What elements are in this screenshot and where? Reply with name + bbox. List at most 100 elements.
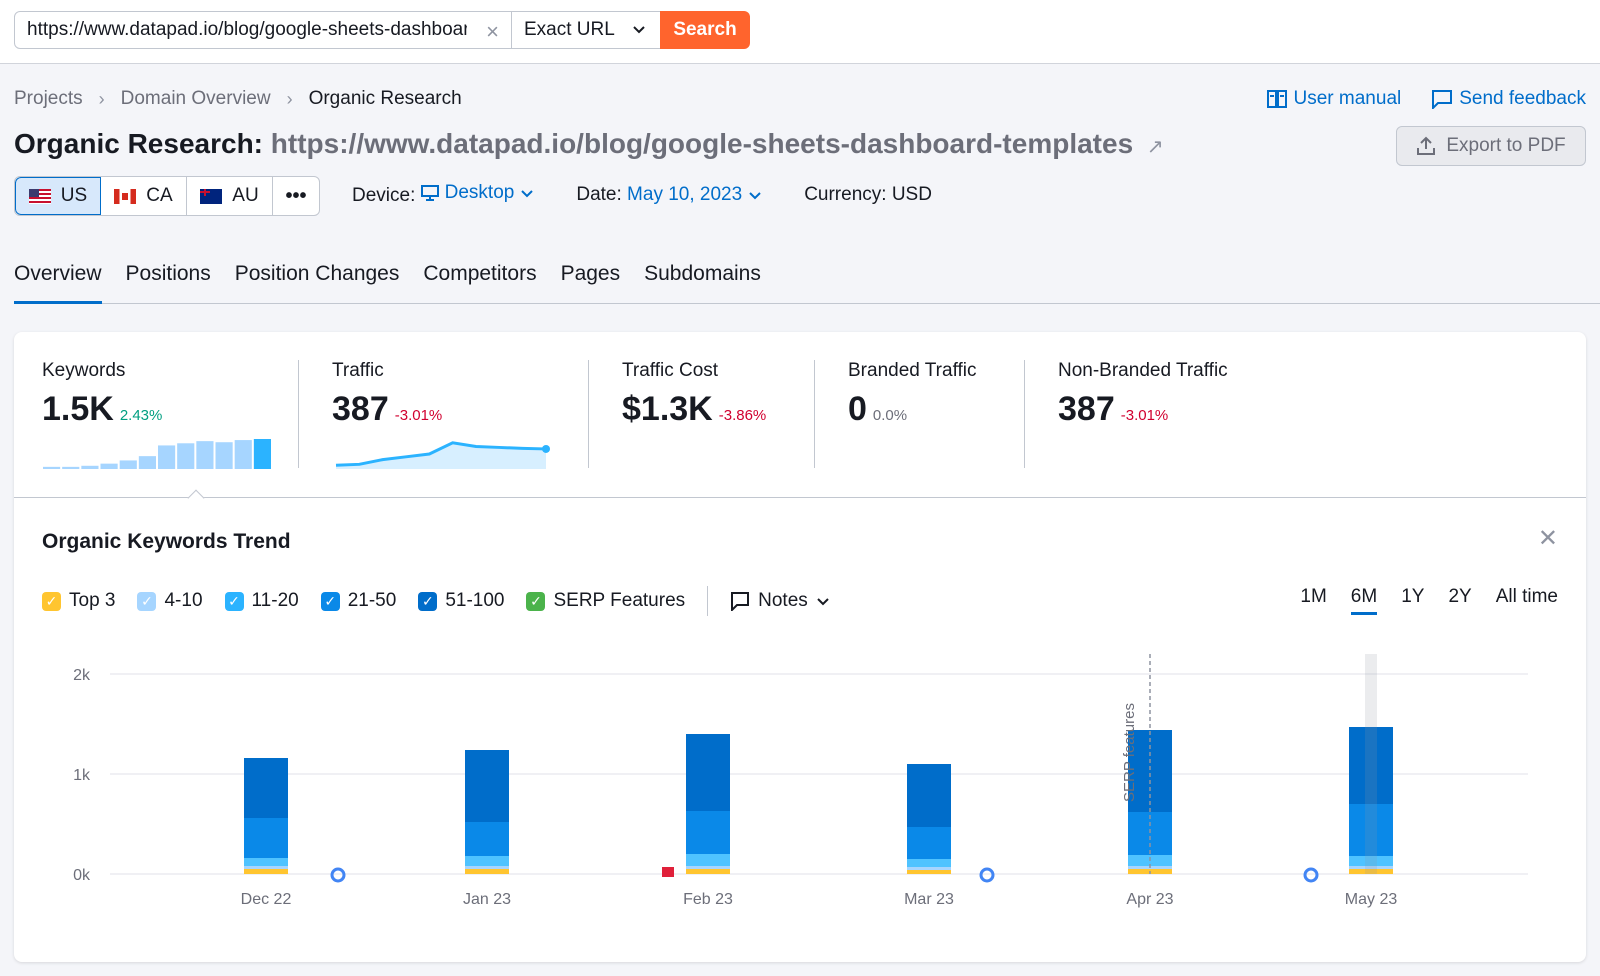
search-button[interactable]: Search	[660, 11, 750, 49]
bar-segment[interactable]	[1349, 866, 1393, 869]
user-manual-label: User manual	[1293, 88, 1402, 109]
match-mode-select[interactable]: Exact URL	[511, 11, 661, 49]
metric-branded-traffic[interactable]: Branded Traffic 0 0.0%	[848, 360, 977, 429]
legend-4-10[interactable]: ✓ 4-10	[137, 590, 203, 612]
db-us-label: US	[60, 185, 88, 206]
metric-traffic[interactable]: Traffic 387 -3.01%	[332, 360, 562, 476]
sparkline-bar	[43, 466, 61, 469]
note-flag-icon[interactable]	[662, 867, 674, 877]
x-tick-label: Jan 23	[463, 891, 511, 908]
clear-icon[interactable]: ×	[486, 19, 499, 44]
breadcrumb-domain-overview[interactable]: Domain Overview	[120, 88, 271, 109]
device-label: Device:	[352, 185, 416, 206]
legend-51-100[interactable]: ✓ 51-100	[418, 590, 504, 612]
bar-segment[interactable]	[1128, 812, 1172, 855]
sparkline-bar	[253, 439, 271, 469]
y-tick-label: 2k	[73, 667, 91, 684]
au-flag-icon	[200, 188, 223, 204]
sparkline-bar	[234, 440, 252, 469]
note-icon	[731, 592, 750, 611]
bar-segment[interactable]	[244, 866, 288, 869]
range-1y[interactable]: 1Y	[1401, 586, 1425, 607]
legend-21-50[interactable]: ✓ 21-50	[320, 590, 396, 612]
bar-segment[interactable]	[907, 859, 951, 867]
bar-segment[interactable]	[686, 811, 730, 854]
metric-delta: -3.86%	[718, 407, 767, 424]
bar-segment[interactable]	[1349, 804, 1393, 856]
db-ca[interactable]: CA	[101, 177, 187, 215]
date-filter[interactable]: Date: May 10, 2023	[576, 184, 762, 206]
x-tick-label: Apr 23	[1126, 891, 1173, 908]
metric-value: $1.3K	[622, 390, 713, 428]
google-update-icon[interactable]	[1303, 867, 1319, 883]
tab-subdomains[interactable]: Subdomains	[644, 262, 761, 285]
legend-top3[interactable]: ✓ Top 3	[42, 590, 115, 612]
legend-serp-features[interactable]: ✓ SERP Features	[526, 590, 685, 612]
bar-segment[interactable]	[907, 764, 951, 827]
bar-segment[interactable]	[1349, 856, 1393, 866]
bar-segment[interactable]	[465, 750, 509, 822]
export-pdf-button[interactable]: Export to PDF	[1396, 126, 1586, 166]
more-databases-icon[interactable]: •••	[285, 184, 307, 207]
bar-segment[interactable]	[686, 866, 730, 869]
bar-segment[interactable]	[907, 827, 951, 859]
bar-segment[interactable]	[244, 818, 288, 858]
bar-segment[interactable]	[686, 734, 730, 811]
metric-traffic-cost[interactable]: Traffic Cost $1.3K -3.86%	[622, 360, 766, 429]
book-icon	[1266, 90, 1287, 108]
bar-segment[interactable]	[686, 854, 730, 866]
sparkline-line	[335, 441, 547, 467]
bar-segment[interactable]	[907, 867, 951, 870]
metric-non-branded-traffic[interactable]: Non-Branded Traffic 387 -3.01%	[1058, 360, 1228, 429]
divider	[707, 586, 709, 616]
metric-keywords[interactable]: Keywords 1.5K 2.43%	[42, 360, 272, 476]
currency-label: Currency: USD	[804, 183, 932, 205]
range-1m[interactable]: 1M	[1300, 586, 1327, 607]
db-us[interactable]: US	[15, 177, 101, 215]
bar-segment[interactable]	[244, 858, 288, 866]
trend-title: Organic Keywords Trend	[42, 530, 291, 553]
device-filter[interactable]: Device: Desktop	[352, 182, 534, 207]
bar-segment[interactable]	[1349, 869, 1393, 874]
bar-segment[interactable]	[465, 856, 509, 866]
bar-segment[interactable]	[465, 869, 509, 874]
range-2y[interactable]: 2Y	[1448, 586, 1472, 607]
checkbox-icon: ✓	[526, 591, 546, 611]
bar-segment[interactable]	[244, 869, 288, 874]
keywords-sparkline	[43, 439, 271, 469]
send-feedback-link[interactable]: Send feedback	[1431, 88, 1586, 110]
x-tick-label: Mar 23	[904, 891, 954, 908]
breadcrumb-projects[interactable]: Projects	[14, 88, 83, 109]
notes-label: Notes	[758, 590, 808, 611]
checkbox-icon: ✓	[320, 591, 340, 611]
feedback-icon	[1432, 90, 1453, 109]
tab-position-changes[interactable]: Position Changes	[234, 262, 400, 285]
bar-segment[interactable]	[465, 866, 509, 869]
bar-segment[interactable]	[465, 822, 509, 856]
bar-segment[interactable]	[1349, 727, 1393, 804]
external-link-icon[interactable]: ↗	[1146, 136, 1164, 158]
range-all-time[interactable]: All time	[1495, 586, 1558, 607]
x-tick-label: Dec 22	[241, 891, 292, 908]
bar-segment[interactable]	[1128, 730, 1172, 812]
legend-11-20[interactable]: ✓ 11-20	[224, 590, 299, 612]
tab-overview[interactable]: Overview	[14, 256, 102, 304]
bar-segment[interactable]	[686, 869, 730, 874]
db-au[interactable]: AU	[187, 177, 273, 215]
google-update-icon[interactable]	[330, 867, 346, 883]
user-manual-link[interactable]: User manual	[1266, 88, 1402, 110]
tab-pages[interactable]: Pages	[560, 262, 621, 285]
bar-segment[interactable]	[244, 758, 288, 818]
sparkline-bar	[177, 443, 195, 469]
close-icon[interactable]: ✕	[1537, 525, 1558, 552]
notes-dropdown[interactable]: Notes	[730, 590, 830, 612]
google-update-icon[interactable]	[979, 867, 995, 883]
sparkline-bar	[158, 445, 176, 469]
range-6m[interactable]: 6M	[1350, 586, 1378, 615]
tab-positions[interactable]: Positions	[125, 262, 211, 285]
bar-segment[interactable]	[907, 870, 951, 874]
range-selector: 1M 6M 1Y 2Y All time	[1300, 586, 1558, 615]
page-title-url[interactable]: https://www.datapad.io/blog/google-sheet…	[270, 128, 1134, 159]
tab-competitors[interactable]: Competitors	[423, 262, 537, 285]
url-input[interactable]: https://www.datapad.io/blog/google-sheet…	[14, 11, 512, 49]
